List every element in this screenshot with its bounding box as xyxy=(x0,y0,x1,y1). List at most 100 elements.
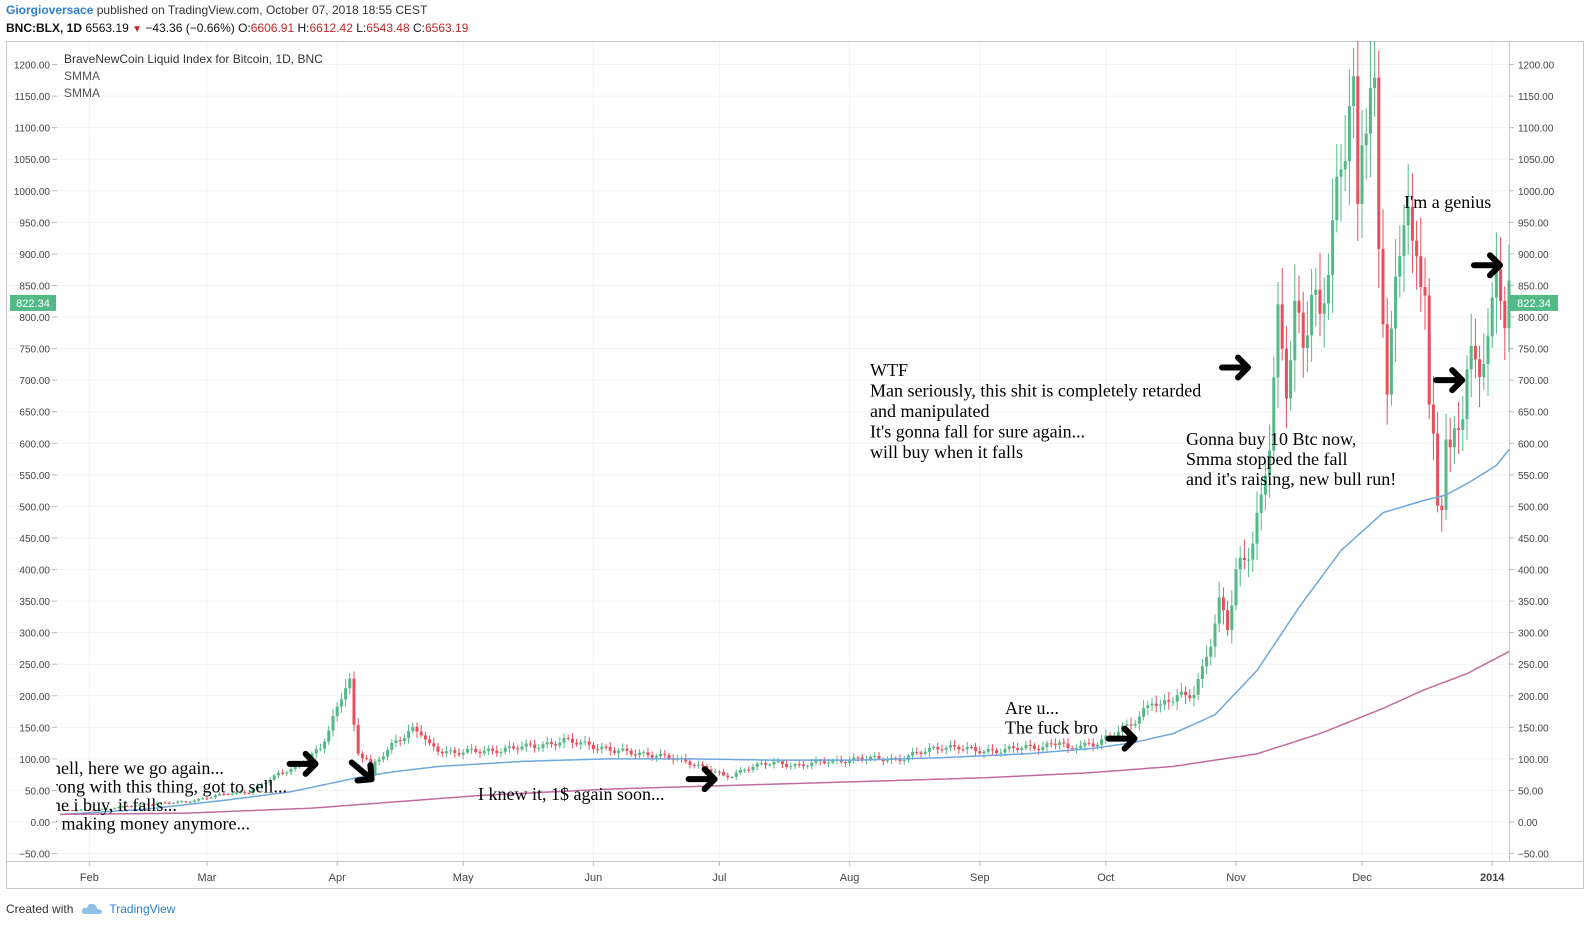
x-tick-label: Apr xyxy=(329,872,346,884)
candle-body xyxy=(1116,731,1120,737)
y-tick-label-right: 1150.00 xyxy=(1518,92,1554,103)
candle-body xyxy=(1020,748,1024,751)
candle-body xyxy=(474,748,478,752)
candle-body xyxy=(617,750,621,753)
legend-smma-2: SMMA xyxy=(64,86,100,100)
candle-body xyxy=(608,747,612,751)
candle-body xyxy=(373,761,377,775)
y-tick-label-right: 250.00 xyxy=(1518,660,1549,671)
annotation-line: Are u... xyxy=(1005,698,1059,718)
candle-body xyxy=(579,742,583,745)
candle-body xyxy=(764,763,768,765)
y-tick-label-left: 750.00 xyxy=(19,345,50,356)
y-tick-label-right: −50.00 xyxy=(1518,850,1549,861)
candle-body xyxy=(461,752,465,755)
y-tick-label-right: 700.00 xyxy=(1518,376,1549,387)
candle-body xyxy=(104,808,108,810)
candle-body xyxy=(990,749,994,751)
candle-body xyxy=(1104,735,1108,740)
annotation-line: hell, here we go again... xyxy=(52,758,224,778)
arrow-right-icon xyxy=(1471,252,1503,279)
candle-body xyxy=(860,757,864,761)
candle-body xyxy=(713,771,717,773)
candle-body xyxy=(915,752,919,754)
candle-body xyxy=(155,803,159,805)
candle-body xyxy=(562,737,566,743)
candle-body xyxy=(1457,428,1461,430)
arrow-shape xyxy=(685,766,718,793)
candle-body xyxy=(117,806,121,809)
candle-body xyxy=(381,756,385,760)
candle-body xyxy=(159,802,163,804)
candle-body xyxy=(470,748,474,750)
candle-body xyxy=(1209,646,1213,657)
candle-body xyxy=(1154,703,1158,706)
arrow-shape xyxy=(1471,252,1503,279)
annotation-line: I knew it, 1$ again soon... xyxy=(478,784,664,804)
candle-body xyxy=(1347,106,1351,162)
candle-body xyxy=(659,753,663,757)
candle-body xyxy=(755,763,759,767)
candle-body xyxy=(71,810,75,812)
candle-body xyxy=(386,749,390,757)
candle-body xyxy=(1066,743,1070,749)
annotations: hell, here we go again...rong with this … xyxy=(52,192,1491,834)
candle-body xyxy=(722,772,726,776)
candle-body xyxy=(822,761,826,764)
tradingview-link[interactable]: TradingView xyxy=(109,902,176,916)
arrow-right-icon xyxy=(1433,367,1466,394)
candle-body xyxy=(1142,708,1146,717)
candle-body xyxy=(982,751,986,754)
candle-body xyxy=(327,730,331,742)
candle-body xyxy=(1062,742,1066,744)
candle-body xyxy=(927,747,931,752)
header-quote: BNC:BLX, 1D 6563.19 ▼ −43.36 (−0.66%) O:… xyxy=(6,21,468,35)
candle-body xyxy=(423,735,427,740)
candle-body xyxy=(1490,297,1494,337)
candle-body xyxy=(482,750,486,754)
candle-body xyxy=(230,793,234,795)
author-link[interactable]: Giorgioversace xyxy=(6,3,94,17)
candle-body xyxy=(957,746,961,750)
candle-body xyxy=(1465,369,1469,420)
candle-body xyxy=(1133,723,1137,726)
candle-body xyxy=(1297,300,1301,313)
candle-body xyxy=(650,755,654,758)
candle-body xyxy=(79,809,83,811)
y-tick-label-left: 1050.00 xyxy=(14,155,51,166)
candle-body xyxy=(1452,428,1456,448)
candle-body xyxy=(780,761,784,765)
candle-body xyxy=(1238,557,1242,570)
candle-body xyxy=(801,764,805,767)
candle-body xyxy=(1058,742,1062,746)
candle-body xyxy=(646,752,650,756)
candle-body xyxy=(1499,269,1503,301)
candle-body xyxy=(1024,745,1028,749)
candle-body xyxy=(730,776,734,778)
candle-body xyxy=(142,804,146,806)
candle-body xyxy=(1041,747,1045,751)
candle-body xyxy=(209,797,213,799)
y-tick-label-left: 700.00 xyxy=(19,376,50,387)
y-tick-label-right: 200.00 xyxy=(1518,692,1549,703)
candle-body xyxy=(419,731,423,736)
price-chart[interactable]: 1200.00 1200.00 1150.00 1150.00 1100.00 1100.… xyxy=(6,41,1584,889)
annotation-line: Smma stopped the fall xyxy=(1186,449,1347,469)
candle-body xyxy=(717,771,721,773)
candle-body xyxy=(1293,300,1297,361)
candle-body xyxy=(192,800,196,802)
y-tick-label-right: 150.00 xyxy=(1518,723,1549,734)
candle-body xyxy=(289,768,293,773)
y-tick-label-right: 1050.00 xyxy=(1518,155,1555,166)
candle-body xyxy=(667,755,671,759)
candle-body xyxy=(1150,703,1154,706)
header-published: Giorgioversace published on TradingView.… xyxy=(6,3,427,17)
candle-body xyxy=(1394,276,1398,329)
candle-body xyxy=(1221,597,1225,611)
candle-body xyxy=(1137,716,1141,724)
candle-body xyxy=(365,758,369,760)
y-tick-label-left: 1100.00 xyxy=(15,124,51,135)
candle-body xyxy=(709,769,713,772)
y-tick-label-left: 50.00 xyxy=(25,786,50,797)
candle-body xyxy=(1242,557,1246,561)
